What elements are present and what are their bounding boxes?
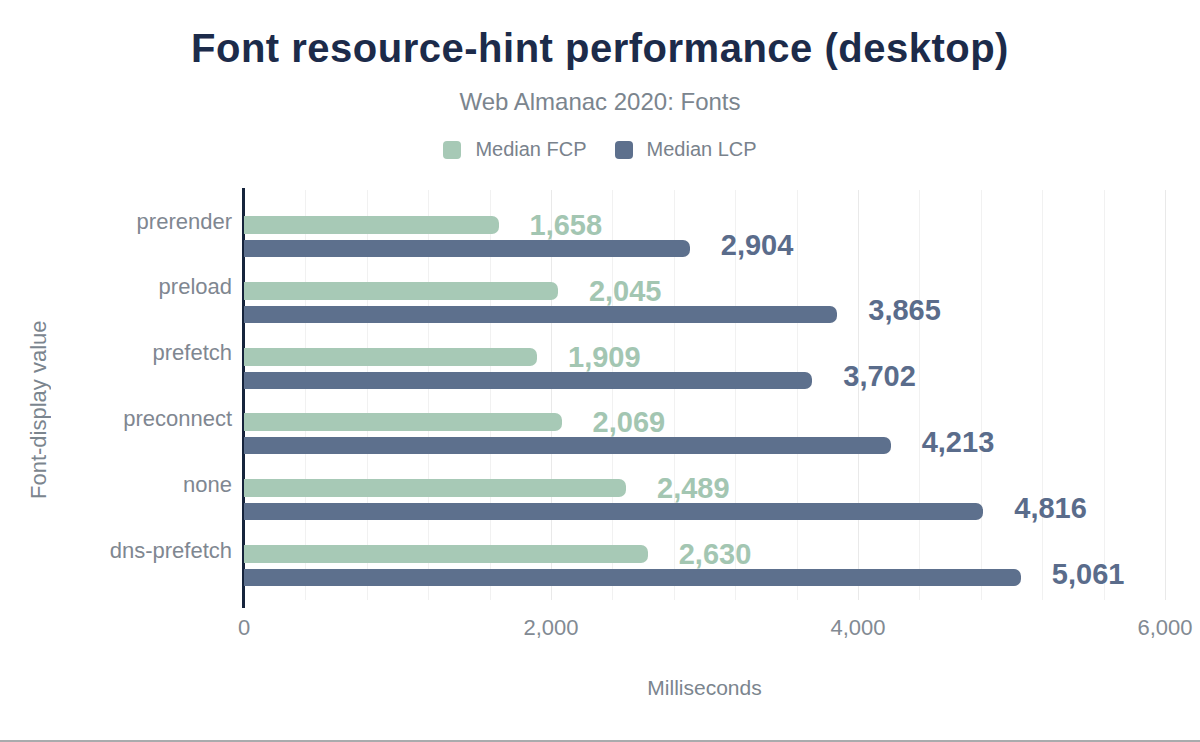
bar-median-lcp-none: [244, 503, 983, 520]
value-label-median-fcp-preload: 2,045: [589, 274, 662, 308]
legend-swatch-median-fcp: [443, 141, 461, 159]
value-label-median-fcp-preconnect: 2,069: [593, 405, 666, 439]
bar-median-fcp-prefetch: [244, 348, 537, 366]
gridline-5200: [1042, 190, 1043, 600]
value-label-median-lcp-preconnect: 4,213: [922, 425, 995, 459]
legend-item-median-fcp: Median FCP: [443, 138, 586, 161]
gridline-4400: [919, 190, 920, 600]
legend-swatch-median-lcp: [615, 141, 633, 159]
gridline-4800: [981, 190, 982, 600]
value-label-median-fcp-prefetch: 1,909: [568, 340, 641, 374]
bar-median-fcp-preconnect: [244, 413, 562, 431]
plot-area: 1,658 2,904 2,045 3,865 1,909 3,702 2,069 4,213…: [244, 185, 1165, 605]
value-label-median-fcp-dns-prefetch: 2,630: [679, 537, 752, 571]
chart-subtitle: Web Almanac 2020: Fonts: [0, 88, 1200, 116]
value-label-median-lcp-prerender: 2,904: [721, 228, 794, 262]
bar-median-lcp-dns-prefetch: [244, 569, 1021, 586]
category-label-prerender: prerender: [0, 207, 232, 237]
value-label-median-lcp-dns-prefetch: 5,061: [1052, 557, 1125, 591]
gridline-5600: [1104, 190, 1105, 600]
value-label-median-fcp-prerender: 1,658: [530, 208, 603, 242]
category-label-none: none: [0, 470, 232, 500]
value-label-median-lcp-preload: 3,865: [868, 293, 941, 327]
legend-label-median-lcp: Median LCP: [647, 138, 757, 161]
category-label-dns-prefetch: dns-prefetch: [0, 536, 232, 566]
legend: Median FCP Median LCP: [0, 138, 1200, 161]
bar-median-lcp-preload: [244, 306, 837, 323]
gridline-6000: [1165, 190, 1166, 600]
gridline-3600: [797, 190, 798, 600]
legend-item-median-lcp: Median LCP: [615, 138, 757, 161]
x-axis-title: Milliseconds: [244, 675, 1165, 701]
category-label-preload: preload: [0, 272, 232, 302]
value-label-median-fcp-none: 2,489: [657, 471, 730, 505]
x-tick-label-4000: 4,000: [830, 615, 885, 641]
x-tick-label-6000: 6,000: [1137, 615, 1192, 641]
chart-page: Font resource-hint performance (desktop)…: [0, 0, 1200, 742]
x-tick-label-0: 0: [238, 615, 250, 641]
category-label-prefetch: prefetch: [0, 338, 232, 368]
chart-title: Font resource-hint performance (desktop): [0, 26, 1200, 71]
bar-median-lcp-prerender: [244, 240, 690, 257]
value-label-median-lcp-prefetch: 3,702: [843, 359, 916, 393]
x-tick-label-2000: 2,000: [523, 615, 578, 641]
legend-label-median-fcp: Median FCP: [475, 138, 586, 161]
category-labels: prerender preload prefetch preconnect none dn…: [0, 185, 232, 605]
bar-median-fcp-preload: [244, 282, 558, 300]
category-label-preconnect: preconnect: [0, 404, 232, 434]
bar-median-lcp-preconnect: [244, 437, 891, 454]
bar-median-lcp-prefetch: [244, 372, 812, 389]
bar-median-fcp-prerender: [244, 216, 499, 234]
gridline-4000: [858, 190, 859, 600]
value-label-median-lcp-none: 4,816: [1014, 491, 1087, 525]
bar-median-fcp-none: [244, 479, 626, 497]
bar-median-fcp-dns-prefetch: [244, 545, 648, 563]
